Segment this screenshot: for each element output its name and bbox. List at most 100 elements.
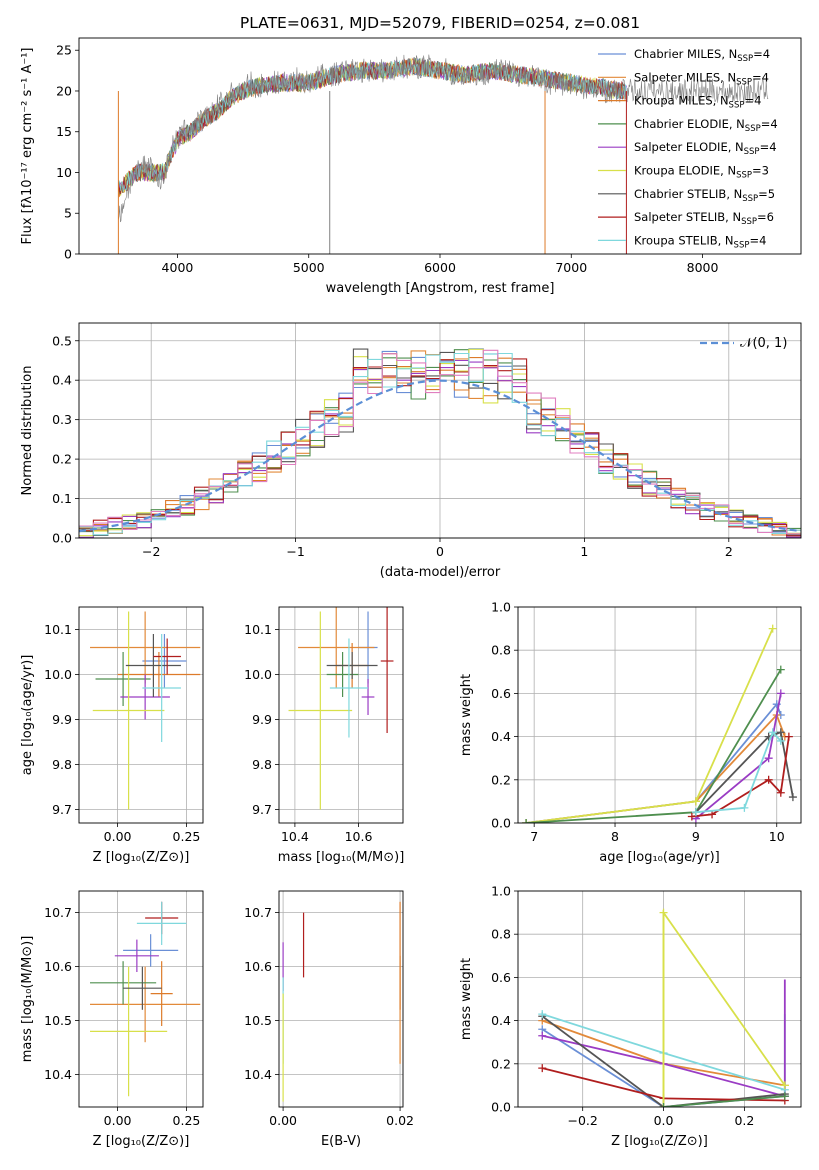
weight-vs-age-plot <box>522 624 797 823</box>
age-vs-mass-plot <box>288 607 394 810</box>
spectrum-xtick-label: 6000 <box>424 260 456 275</box>
mass-vs-ebv-xtick-label: 0.00 <box>269 1113 297 1128</box>
mass-vs-Z-ytick-label: 10.4 <box>44 1067 72 1082</box>
spectrum-ytick-label: 5 <box>64 206 72 221</box>
legend-entry: Salpeter MILES, NSSP=4 <box>634 70 769 87</box>
spectrum-xtick-label: 8000 <box>687 260 719 275</box>
mass-vs-Z-ylabel: mass [log₁₀(M/M⊙)] <box>20 936 35 1063</box>
mass-vs-ebv-ytick-label: 10.4 <box>244 1067 272 1082</box>
weight-vs-Z-ytick-label: 0.6 <box>491 970 511 985</box>
weight-vs-Z-ylabel: mass weight <box>459 958 474 1040</box>
mass-vs-Z-xtick-label: 0.00 <box>104 1113 132 1128</box>
weight-point <box>740 803 749 812</box>
mass-vs-ebv-frame <box>278 890 404 1108</box>
mass-vs-Z-plot <box>90 901 201 1097</box>
residual-hist-ytick-label: 0.0 <box>52 531 72 546</box>
residual-hist-xtick-label: −1 <box>286 544 304 559</box>
weight-point <box>764 775 773 784</box>
weight-vs-age-xtick-label: 10 <box>769 829 785 844</box>
weight-point <box>768 624 777 633</box>
spectrum-xtick-label: 7000 <box>555 260 587 275</box>
mass-vs-Z-ytick-label: 10.6 <box>44 959 72 974</box>
residual-hist-xtick-label: 1 <box>580 544 588 559</box>
charts-root: 4000 5000 6000 7000 80000510152025wavelength… <box>20 37 802 1149</box>
weight-vs-age-xlabel: age [log₁₀(age/yr)] <box>599 850 720 865</box>
model-spectrum-line <box>118 58 627 195</box>
spectrum-plot <box>117 54 769 254</box>
spectrum-ylabel: Flux [fλ10⁻¹⁷ erg cm⁻² s⁻¹ A⁻¹] <box>20 48 35 245</box>
residual-hist-ytick-label: 0.1 <box>52 491 72 506</box>
residual-hist-frame <box>78 322 802 539</box>
weight-point <box>659 1103 668 1107</box>
weight-vs-age-frame <box>517 606 802 824</box>
spectrum-xlabel: wavelength [Angstrom, rest frame] <box>326 281 555 296</box>
weight-vs-Z-xtick-label: 0.0 <box>654 1113 674 1128</box>
histogram-step <box>79 349 801 535</box>
weight-point <box>780 1081 789 1090</box>
spectrum-frame <box>78 37 802 255</box>
weight-vs-age-ytick-label: 1.0 <box>491 600 511 615</box>
legend-entry: Chabrier MILES, NSSP=4 <box>634 47 770 64</box>
age-vs-Z-ytick-label: 10.1 <box>44 622 72 637</box>
figure-title: PLATE=0631, MJD=52079, FIBERID=0254, z=0… <box>240 14 640 32</box>
weight-point <box>780 1092 789 1101</box>
mass-vs-ebv-ytick-label: 10.5 <box>244 1013 272 1028</box>
mass-vs-Z-ytick-label: 10.5 <box>44 1013 72 1028</box>
residual-hist-ytick-label: 0.3 <box>52 412 72 427</box>
weight-point <box>538 1031 547 1040</box>
age-vs-Z-xtick-label: 0.25 <box>173 829 201 844</box>
weight-vs-Z-ytick-label: 0.8 <box>491 927 511 942</box>
weight-vs-Z-ytick-label: 1.0 <box>491 884 511 899</box>
mass-vs-ebv-axes: 0.00 0.02 10.4 10.5 10.6 10.7 E(B-V) <box>244 890 414 1149</box>
legend-entry: Salpeter STELIB, NSSP=6 <box>634 210 774 227</box>
mass-vs-ebv-ytick-label: 10.6 <box>244 959 272 974</box>
spectrum-xtick-label: 4000 <box>162 260 194 275</box>
gaussian-curve <box>79 379 801 533</box>
weight-point <box>691 808 700 817</box>
residual-hist-ytick-label: 0.2 <box>52 452 72 467</box>
age-vs-mass-ytick-label: 9.7 <box>252 802 272 817</box>
weight-line <box>541 1015 785 1107</box>
age-vs-Z-ylabel: age [log₁₀(age/yr)] <box>20 655 35 776</box>
legend-entry: Salpeter ELODIE, NSSP=4 <box>634 140 777 157</box>
weight-point <box>788 793 797 802</box>
spectrum-ytick-label: 10 <box>56 165 72 180</box>
weight-vs-age-ytick-label: 0.2 <box>491 772 511 787</box>
spectrum-ytick-label: 15 <box>56 124 72 139</box>
legend-entry: Chabrier STELIB, NSSP=5 <box>634 187 775 204</box>
weight-vs-age-axes: 7 8 9 10 0.0 0.2 0.4 0.6 0.8 1.0 age [log₁₀(age/yr… <box>459 600 802 865</box>
weight-vs-age-xtick-label: 7 <box>530 829 538 844</box>
age-vs-Z-xtick-label: 0.00 <box>104 829 132 844</box>
weight-point <box>708 810 717 819</box>
age-vs-Z-ytick-label: 9.8 <box>52 757 72 772</box>
age-vs-mass-ytick-label: 9.8 <box>252 757 272 772</box>
weight-point <box>538 1064 547 1073</box>
weight-vs-age-xtick-label: 9 <box>692 829 700 844</box>
mass-vs-ebv-plot <box>282 901 401 1102</box>
weight-point <box>784 732 793 741</box>
observed-spectrum-line <box>118 54 769 223</box>
residual-hist-axes: −2 −1 0 1 2 0.0 0.1 0.2 0.3 0.4 0.5 (data-model)/er… <box>20 322 802 580</box>
weight-vs-age-ytick-label: 0.6 <box>491 686 511 701</box>
weight-vs-age-ytick-label: 0.0 <box>491 816 511 831</box>
weight-point <box>776 665 785 674</box>
weight-point <box>522 819 531 823</box>
age-vs-mass-xtick-label: 10.6 <box>345 829 373 844</box>
weight-point <box>659 908 668 917</box>
histogram-step <box>79 358 801 537</box>
weight-vs-Z-xtick-label: 0.2 <box>734 1113 754 1128</box>
weight-point <box>538 1010 547 1019</box>
age-vs-Z-frame <box>78 606 204 824</box>
mass-vs-Z-ytick-label: 10.7 <box>44 905 72 920</box>
residual-hist-xlabel: (data-model)/error <box>380 565 501 580</box>
weight-vs-Z-xlabel: Z [log₁₀(Z/Z⊙)] <box>611 1134 708 1149</box>
spectrum-xtick-label: 5000 <box>293 260 325 275</box>
spectrum-legend: Chabrier MILES, NSSP=4 Salpeter MILES, NS… <box>598 47 778 250</box>
weight-vs-Z-plot <box>538 908 789 1107</box>
weight-line <box>663 1095 785 1107</box>
weight-vs-age-ytick-label: 0.4 <box>491 729 511 744</box>
weight-point <box>776 736 785 745</box>
residual-hist-xtick-label: −2 <box>142 544 160 559</box>
mass-vs-Z-frame <box>78 890 204 1108</box>
